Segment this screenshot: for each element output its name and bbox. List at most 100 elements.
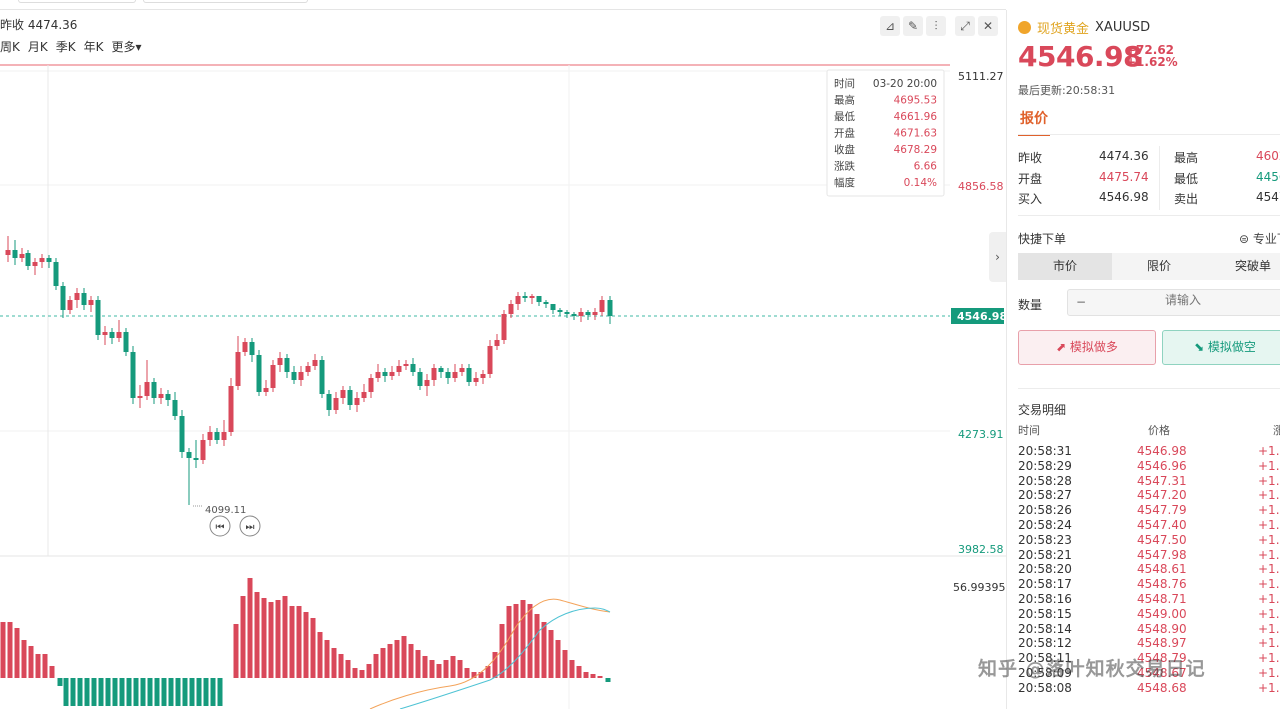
macd-bar — [338, 654, 344, 678]
macd-bar — [534, 614, 540, 678]
macd-bar — [359, 670, 365, 678]
candle — [249, 338, 255, 362]
axis-label: 4856.58 — [958, 180, 1004, 193]
quantity-input[interactable] — [1098, 293, 1268, 307]
candlestick-chart[interactable]: 4099.11 ⏮ ⏭ 5111.27 4856.58 4546.98 4273… — [0, 10, 1006, 709]
macd-bar — [520, 600, 526, 678]
macd-bar — [590, 674, 596, 678]
macd-bar — [175, 678, 181, 706]
panel-toggle-button[interactable]: › — [989, 232, 1006, 282]
chart-area[interactable]: 昨收 4474.36 周K 月K 季K 年K 更多▾ ⊿ ✎ ⫶ ⤢ ✕ 409… — [0, 10, 1006, 709]
candle — [151, 378, 157, 404]
tooltip-value: 0.14% — [904, 177, 937, 189]
close-icon[interactable]: ✕ — [978, 16, 998, 36]
candle — [487, 340, 493, 378]
macd-bar — [541, 622, 547, 678]
divider — [1018, 215, 1280, 216]
order-type-breakout[interactable]: 突破单 — [1234, 259, 1271, 273]
nav-next-button[interactable]: ⏭ — [239, 515, 261, 537]
trade-row: 20:58:11 4548.79 +1.6 — [1018, 651, 1280, 666]
tab-more[interactable]: 更多▾ — [111, 40, 142, 54]
quote-value: 4456 — [1256, 170, 1280, 184]
macd-bar — [569, 660, 575, 678]
candle — [263, 380, 269, 396]
minus-button[interactable]: − — [1076, 295, 1087, 309]
trade-chg: +1.6 — [1258, 606, 1280, 621]
period-tabs: 周K 月K 季K 年K 更多▾ — [0, 38, 142, 55]
order-type-market[interactable]: 市价 — [1018, 253, 1112, 280]
macd-bar — [42, 654, 48, 678]
candle — [284, 354, 290, 378]
macd-bar — [21, 640, 27, 678]
candle — [12, 240, 18, 265]
tab-quarter[interactable]: 季K — [55, 40, 76, 54]
trade-time: 20:58:16 — [1018, 591, 1072, 606]
trade-row: 20:58:09 4548.67 +1.6 — [1018, 666, 1280, 681]
macd-bar — [268, 602, 274, 678]
nav-prev-button[interactable]: ⏮ — [209, 515, 231, 537]
macd-bar — [485, 666, 491, 678]
macd-bar — [161, 678, 167, 706]
macd-bar — [261, 598, 267, 678]
top-tab-fragment[interactable] — [143, 0, 308, 3]
candle — [459, 364, 465, 376]
order-type-limit[interactable]: 限价 — [1146, 259, 1171, 273]
candle — [193, 440, 199, 468]
macd-bar — [499, 624, 505, 678]
macd-bar — [182, 678, 188, 706]
candle — [571, 312, 577, 320]
tooltip-value: 6.66 — [914, 161, 938, 173]
macd-bar — [506, 606, 512, 678]
trade-time: 20:58:29 — [1018, 458, 1072, 473]
macd-bar — [352, 668, 358, 678]
candle — [361, 384, 367, 402]
candle — [242, 338, 248, 356]
trade-price: 4547.31 — [1137, 473, 1187, 488]
macd-bar — [576, 666, 582, 678]
candle — [410, 358, 416, 376]
candle — [522, 292, 528, 302]
trade-time: 20:58:28 — [1018, 473, 1072, 488]
tab-month[interactable]: 月K — [27, 40, 48, 54]
trade-chg: +1.6 — [1258, 503, 1280, 518]
change-percent: +1.62% — [1126, 55, 1178, 69]
candle — [326, 390, 332, 416]
macd-bar — [289, 606, 295, 678]
macd-bar — [247, 578, 253, 678]
candle — [368, 374, 374, 398]
macd-bar — [154, 678, 160, 706]
macd-bar — [345, 660, 351, 678]
top-tab-fragment[interactable] — [18, 0, 136, 3]
tab-week[interactable]: 周K — [0, 40, 20, 54]
axis-label: 4273.91 — [958, 428, 1004, 441]
candle — [536, 296, 542, 306]
macd-bar — [373, 654, 379, 678]
tab-quote[interactable]: 报价 — [1018, 108, 1050, 136]
line-tool-icon[interactable]: ⊿ — [880, 16, 900, 36]
quantity-stepper: − — [1067, 289, 1280, 316]
change-value: +72.62 — [1126, 43, 1175, 57]
candle — [445, 368, 451, 384]
macd-bar — [457, 660, 463, 678]
candle — [137, 385, 143, 408]
trade-row: 20:58:27 4547.20 +1.6 — [1018, 488, 1280, 503]
pro-order-link[interactable]: ⊜ 专业下 — [1239, 232, 1280, 246]
candle — [564, 310, 570, 318]
tooltip-label: 幅度 — [834, 176, 855, 189]
expand-icon[interactable]: ⤢ — [955, 16, 975, 36]
trade-chg: +1.6 — [1258, 458, 1280, 473]
indicator-icon[interactable]: ⫶ — [926, 16, 946, 36]
long-button[interactable]: ⬈ 模拟做多 — [1018, 330, 1156, 365]
candle — [207, 426, 213, 446]
draw-icon[interactable]: ✎ — [903, 16, 923, 36]
candle — [53, 258, 59, 290]
candle — [88, 296, 94, 312]
tab-year[interactable]: 年K — [83, 40, 104, 54]
trade-chg: +1.6 — [1258, 547, 1280, 562]
candle — [529, 294, 535, 304]
short-button[interactable]: ⬊ 模拟做空 — [1162, 330, 1280, 365]
trade-time: 20:58:24 — [1018, 517, 1072, 532]
tooltip-label: 最低 — [834, 110, 855, 123]
candle — [501, 310, 507, 344]
trade-time: 20:58:27 — [1018, 488, 1072, 503]
